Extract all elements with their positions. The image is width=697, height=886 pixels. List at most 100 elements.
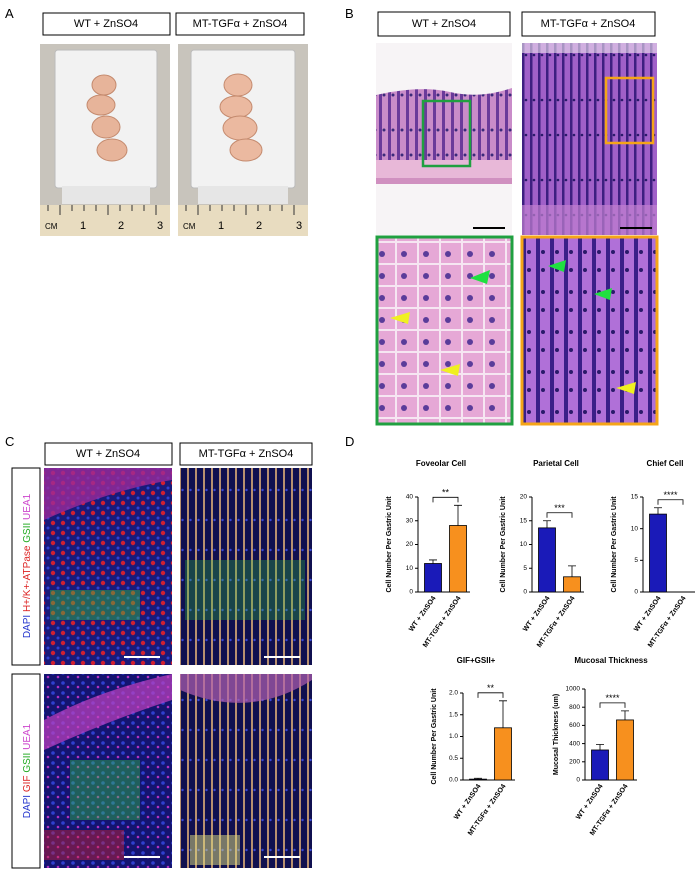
y-axis-label: Cell Number Per Gastric Unit xyxy=(431,688,438,785)
histology-image xyxy=(376,43,512,235)
stain: GIF xyxy=(22,775,33,792)
ruler-label: CM xyxy=(45,222,58,231)
y-tick-label: 600 xyxy=(569,722,580,729)
significance-bracket xyxy=(546,512,573,518)
significance-bracket xyxy=(432,496,459,503)
histology-zoom xyxy=(375,235,514,426)
header-box xyxy=(179,442,313,466)
significance-label: **** xyxy=(663,490,678,500)
chart-title: Chief Cell xyxy=(647,459,684,468)
y-axis-label: Cell Number Per Gastric Unit xyxy=(611,496,618,593)
y-tick-label: 2.0 xyxy=(449,690,458,697)
chart-title: Parietal Cell xyxy=(533,459,579,468)
significance-bracket xyxy=(657,499,684,505)
panel-label: B xyxy=(345,6,354,21)
histology-zoom xyxy=(520,235,659,426)
ruler-label: CM xyxy=(183,222,196,231)
bar-charts: Foveolar Cell Cell Number Per Gastric Uni… xyxy=(386,459,695,837)
chart-title: Mucosal Thickness xyxy=(574,656,648,665)
y-tick-label: 15 xyxy=(631,494,639,501)
ruler-label: 2 xyxy=(256,220,262,232)
y-tick-label: 0 xyxy=(576,777,580,784)
y-tick-label: 30 xyxy=(406,517,414,524)
header-box xyxy=(175,12,305,36)
significance-label: ** xyxy=(442,487,450,497)
header: WT + ZnSO4 xyxy=(412,18,476,30)
header-box xyxy=(42,12,171,36)
fluorescence-image xyxy=(44,674,172,868)
stain: UEA1 xyxy=(22,723,33,750)
stain: GSII xyxy=(22,523,33,543)
panel-label: A xyxy=(5,6,14,21)
ruler-label: 3 xyxy=(157,220,163,232)
bar xyxy=(649,513,667,593)
bar xyxy=(563,576,581,593)
header-box xyxy=(44,442,173,466)
stain: DAPI xyxy=(22,795,33,818)
chart-title: Foveolar Cell xyxy=(416,459,466,468)
y-tick-label: 0.5 xyxy=(449,755,458,762)
photo: CM 1 2 3 xyxy=(40,44,170,236)
fluorescence-image xyxy=(180,674,312,868)
header: WT + ZnSO4 xyxy=(76,448,140,460)
stain: DAPI xyxy=(22,615,33,638)
bar xyxy=(449,525,467,593)
error-bar xyxy=(596,744,604,750)
error-bar xyxy=(621,710,629,720)
stain: UEA1 xyxy=(22,493,33,520)
header: MT-TGFα + ZnSO4 xyxy=(541,18,636,30)
y-tick-label: 0.0 xyxy=(449,777,458,784)
bar xyxy=(469,778,487,781)
y-tick-label: 1.5 xyxy=(449,711,458,718)
y-tick-label: 15 xyxy=(520,517,528,524)
y-tick-label: 10 xyxy=(406,565,414,572)
header-box xyxy=(521,11,656,37)
bar xyxy=(591,749,609,781)
y-tick-label: 400 xyxy=(569,740,580,747)
ruler-label: 2 xyxy=(118,220,124,232)
y-tick-label: 0 xyxy=(409,589,413,596)
histology-image xyxy=(522,43,657,235)
bar xyxy=(538,527,556,593)
bar xyxy=(424,563,442,593)
significance-bracket xyxy=(599,702,626,708)
y-tick-label: 40 xyxy=(406,494,414,501)
y-tick-label: 800 xyxy=(569,704,580,711)
y-tick-label: 20 xyxy=(520,494,528,501)
y-tick-label: 0 xyxy=(634,589,638,596)
y-axis-label: Cell Number Per Gastric Unit xyxy=(386,496,393,593)
y-tick-label: 1000 xyxy=(566,686,581,693)
y-tick-label: 0 xyxy=(523,589,527,596)
header: MT-TGFα + ZnSO4 xyxy=(193,18,288,30)
error-bar xyxy=(474,777,482,780)
stain: GSII xyxy=(22,753,33,773)
header-box xyxy=(377,11,511,37)
error-bar xyxy=(568,565,576,577)
significance-bracket xyxy=(477,692,504,698)
bar xyxy=(494,727,512,781)
panel-label: D xyxy=(345,434,354,449)
y-tick-label: 20 xyxy=(406,541,414,548)
significance-label: **** xyxy=(605,693,620,703)
photo: CM 1 2 3 xyxy=(178,44,308,236)
label-box xyxy=(11,467,41,666)
chart-title: GIF+GSII+ xyxy=(457,656,496,665)
bar xyxy=(616,719,634,781)
panel-label: C xyxy=(5,434,14,449)
ruler-label: 1 xyxy=(218,220,224,232)
stain-label: DAPI GIF GSII UEA1 xyxy=(22,723,33,818)
fluorescence-image xyxy=(44,468,172,665)
stain-label: DAPI H+/K+-ATPase GSII UEA1 xyxy=(22,493,33,638)
stain: H+/K+-ATPase xyxy=(22,545,33,612)
header: WT + ZnSO4 xyxy=(74,18,138,30)
significance-label: ** xyxy=(487,683,495,693)
y-axis-label: Mucosal Thickness (um) xyxy=(553,694,560,775)
label-box xyxy=(11,673,41,869)
y-tick-label: 5 xyxy=(634,557,638,564)
y-tick-label: 1.0 xyxy=(449,733,458,740)
header: MT-TGFα + ZnSO4 xyxy=(199,448,294,460)
y-tick-label: 5 xyxy=(523,565,527,572)
error-bar xyxy=(543,520,551,528)
error-bar xyxy=(429,559,437,564)
